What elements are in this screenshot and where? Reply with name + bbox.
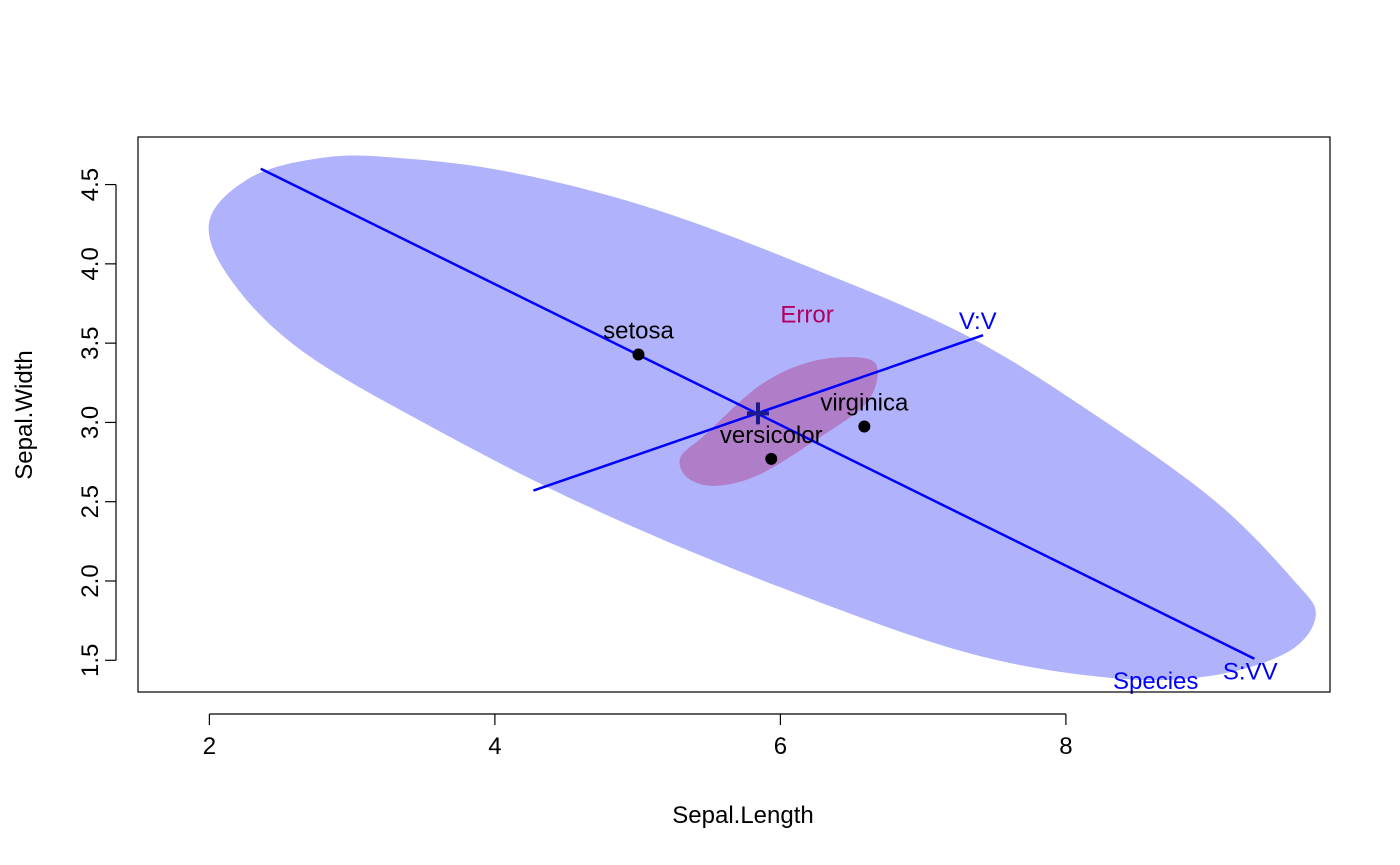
frame-layer: 2 4 6 8 1.5 2.0 2.5 3.0 3.5 4.0 4.5 <box>77 136 1331 760</box>
grand-mean-marker <box>746 402 769 425</box>
x-tick-label: 2 <box>203 733 216 760</box>
x-tick-label: 4 <box>488 733 501 760</box>
annotation-species: Species <box>1113 668 1198 695</box>
y-tick-label: 4.5 <box>77 168 104 201</box>
plot-frame <box>137 136 1331 693</box>
y-tick-label: 3.0 <box>77 406 104 439</box>
x-axis-label: Sepal.Length <box>672 802 813 829</box>
points-layer <box>632 348 871 465</box>
point-label-versicolor: versicolor <box>720 422 823 449</box>
axis-lines-layer <box>260 167 1255 660</box>
y-tick-label: 1.5 <box>77 644 104 677</box>
point-setosa <box>632 348 645 361</box>
x-tick-label: 8 <box>1059 733 1072 760</box>
point-versicolor <box>765 452 778 465</box>
x-tick-label: 6 <box>774 733 787 760</box>
point-label-virginica: virginica <box>820 390 909 417</box>
annotation-error: Error <box>780 302 833 329</box>
y-tick-label: 2.5 <box>77 485 104 518</box>
point-virginica <box>858 420 871 433</box>
annotation-s-vv: S:VV <box>1223 658 1278 685</box>
ellipse-layer <box>208 155 1316 681</box>
y-tick-label: 4.0 <box>77 247 104 280</box>
y-tick-label: 2.0 <box>77 564 104 597</box>
point-label-setosa: setosa <box>603 318 674 345</box>
annotation-v-v: V:V <box>959 308 997 335</box>
y-tick-label: 3.5 <box>77 326 104 359</box>
y-axis-label: Sepal.Width <box>11 350 38 479</box>
labels-layer: setosa versicolor virginica Error V:V S:VV Spe… <box>603 302 1277 695</box>
